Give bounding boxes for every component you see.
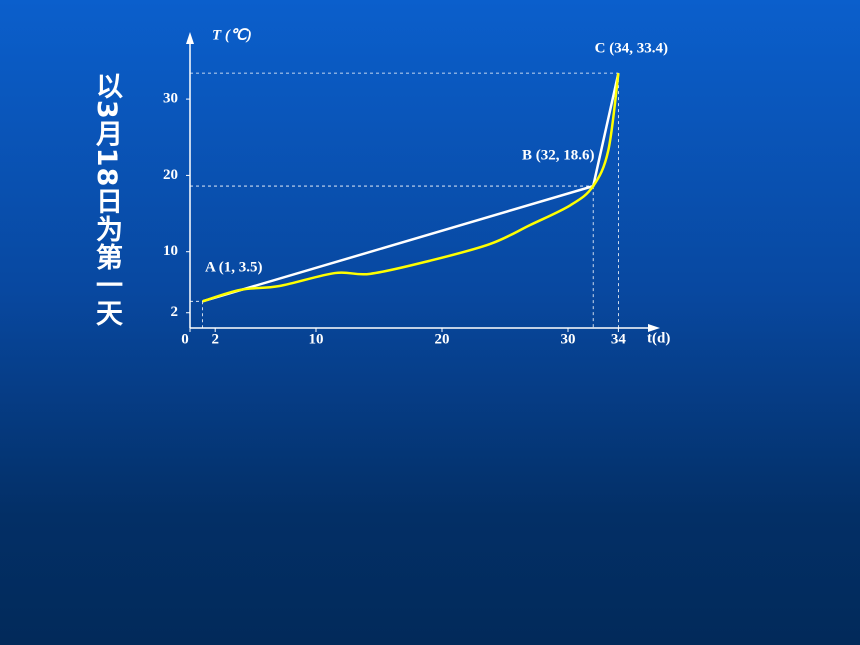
side-note: 以3月18日为第一天 [91, 72, 122, 328]
series-line [202, 72, 620, 303]
y-tick-label: 20 [163, 167, 178, 183]
x-tick-label: 2 [211, 331, 219, 347]
point-annotation: A (1, 3.5) [205, 259, 263, 275]
series-line [202, 72, 620, 303]
y-tick-label: 30 [163, 91, 178, 107]
x-tick-label: 34 [611, 331, 627, 347]
x-axis-label: t(d) [647, 330, 670, 346]
x-tick-label: 0 [181, 331, 189, 347]
y-axis-label: T (℃) [212, 27, 252, 43]
x-axis-arrow [648, 324, 660, 332]
x-tick-label: 30 [561, 331, 576, 347]
x-tick-label: 20 [435, 331, 450, 347]
y-tick-label: 10 [163, 243, 178, 259]
point-annotation: C (34, 33.4) [595, 40, 668, 56]
y-axis-arrow [186, 32, 194, 44]
y-tick-label: 2 [171, 304, 179, 320]
point-annotation: B (32, 18.6) [522, 147, 595, 163]
x-tick-label: 10 [309, 331, 324, 347]
